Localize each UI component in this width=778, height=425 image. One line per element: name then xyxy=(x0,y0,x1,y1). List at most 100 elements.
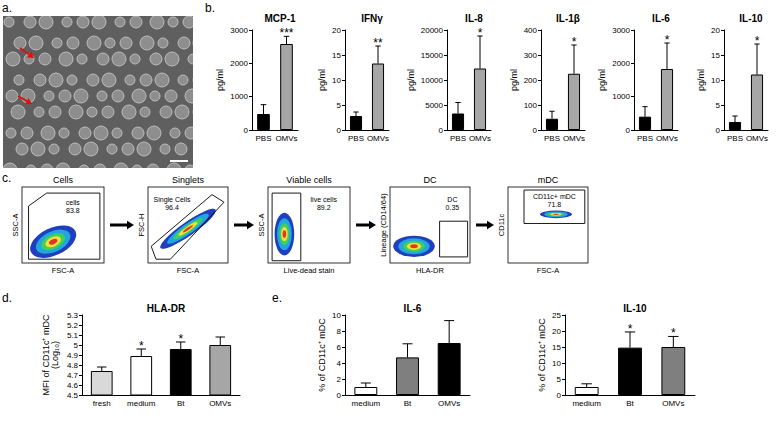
svg-text:15: 15 xyxy=(552,343,561,352)
svg-text:CD11c+ mDC: CD11c+ mDC xyxy=(533,193,576,200)
svg-text:300: 300 xyxy=(524,51,538,60)
svg-text:10: 10 xyxy=(332,311,341,320)
svg-text:*: * xyxy=(139,339,144,353)
svg-text:b.: b. xyxy=(205,1,215,15)
svg-text:20: 20 xyxy=(332,26,341,35)
svg-text:(Log₁₀): (Log₁₀) xyxy=(50,341,60,369)
svg-text:d.: d. xyxy=(2,291,12,305)
svg-text:10: 10 xyxy=(711,76,720,85)
svg-text:5.1: 5.1 xyxy=(67,331,79,340)
svg-text:0.35: 0.35 xyxy=(446,204,460,211)
svg-text:0: 0 xyxy=(439,126,444,135)
svg-text:2: 2 xyxy=(337,375,342,384)
svg-text:live cells: live cells xyxy=(311,196,338,203)
svg-text:PBS: PBS xyxy=(348,134,364,143)
svg-text:SSC-A: SSC-A xyxy=(257,214,266,237)
svg-text:71.8: 71.8 xyxy=(548,201,562,208)
svg-text:FSC-H: FSC-H xyxy=(137,214,146,237)
svg-text:FSC-A: FSC-A xyxy=(52,266,75,275)
svg-text:15: 15 xyxy=(332,51,341,60)
svg-text:c.: c. xyxy=(2,171,11,185)
svg-text:OMVs: OMVs xyxy=(367,134,389,143)
svg-text:1000: 1000 xyxy=(612,92,630,101)
svg-text:10000: 10000 xyxy=(421,76,444,85)
svg-text:0: 0 xyxy=(626,126,631,135)
svg-text:2000: 2000 xyxy=(230,59,248,68)
svg-text:4.9: 4.9 xyxy=(67,351,79,360)
svg-text:OMVs: OMVs xyxy=(438,399,460,408)
svg-text:5: 5 xyxy=(337,101,342,110)
svg-text:MCP-1: MCP-1 xyxy=(264,13,296,24)
svg-text:4.8: 4.8 xyxy=(67,361,79,370)
svg-text:Single Cells: Single Cells xyxy=(154,196,191,204)
svg-text:a.: a. xyxy=(2,1,12,15)
svg-text:4: 4 xyxy=(337,359,342,368)
svg-text:5.2: 5.2 xyxy=(67,321,79,330)
svg-text:IL-10: IL-10 xyxy=(623,303,647,314)
svg-text:*: * xyxy=(755,34,760,48)
svg-text:0: 0 xyxy=(533,126,538,135)
svg-text:IL-6: IL-6 xyxy=(404,303,422,314)
svg-text:HLA-DR: HLA-DR xyxy=(147,303,186,314)
svg-text:5000: 5000 xyxy=(425,101,443,110)
svg-text:0: 0 xyxy=(557,391,562,400)
svg-text:FSC-A: FSC-A xyxy=(537,266,560,275)
svg-text:4.5: 4.5 xyxy=(67,391,79,400)
svg-text:Bt: Bt xyxy=(177,399,185,408)
svg-text:pg/ml: pg/ml xyxy=(597,69,607,91)
svg-text:0: 0 xyxy=(337,391,342,400)
svg-text:20000: 20000 xyxy=(421,26,444,35)
svg-text:83.8: 83.8 xyxy=(66,207,80,214)
svg-text:OMVs: OMVs xyxy=(469,134,491,143)
svg-text:pg/ml: pg/ml xyxy=(696,69,706,91)
svg-text:Bt: Bt xyxy=(626,399,634,408)
svg-text:0: 0 xyxy=(337,126,342,135)
svg-text:% of CD11c⁺ mDC: % of CD11c⁺ mDC xyxy=(537,318,547,392)
svg-text:OMVs: OMVs xyxy=(656,134,678,143)
svg-text:20: 20 xyxy=(552,327,561,336)
svg-text:Bt: Bt xyxy=(404,399,412,408)
svg-text:20: 20 xyxy=(711,26,720,35)
svg-text:HLA-DR: HLA-DR xyxy=(416,266,445,275)
svg-text:100: 100 xyxy=(524,101,538,110)
svg-text:DC: DC xyxy=(424,175,437,185)
svg-text:Viable cells: Viable cells xyxy=(286,175,332,185)
svg-text:pg/ml: pg/ml xyxy=(509,69,519,91)
svg-text:IL-6: IL-6 xyxy=(652,13,670,24)
svg-text:OMVs: OMVs xyxy=(563,134,585,143)
svg-text:Lineage (CD14/64): Lineage (CD14/64) xyxy=(379,193,388,257)
svg-text:*: * xyxy=(628,322,633,336)
svg-text:pg/ml: pg/ml xyxy=(406,69,416,91)
svg-text:15000: 15000 xyxy=(421,51,444,60)
svg-text:1000: 1000 xyxy=(230,92,248,101)
svg-text:*: * xyxy=(478,26,483,40)
svg-text:medium: medium xyxy=(352,399,381,408)
svg-text:**: ** xyxy=(373,36,383,50)
svg-text:*: * xyxy=(665,33,670,47)
svg-text:10: 10 xyxy=(332,76,341,85)
svg-text:*: * xyxy=(178,332,183,346)
svg-text:IL-8: IL-8 xyxy=(465,13,483,24)
svg-text:***: *** xyxy=(279,26,293,40)
svg-text:3000: 3000 xyxy=(612,26,630,35)
svg-text:4.6: 4.6 xyxy=(67,381,79,390)
svg-text:400: 400 xyxy=(524,26,538,35)
svg-text:% of CD11c⁺ mDC: % of CD11c⁺ mDC xyxy=(317,318,327,392)
svg-text:200: 200 xyxy=(524,76,538,85)
svg-text:CD11c: CD11c xyxy=(497,214,506,237)
svg-text:0: 0 xyxy=(716,126,721,135)
svg-text:PBS: PBS xyxy=(727,134,743,143)
svg-text:3000: 3000 xyxy=(230,26,248,35)
svg-text:OMVs: OMVs xyxy=(275,134,297,143)
svg-text:fresh: fresh xyxy=(93,399,111,408)
svg-text:pg/ml: pg/ml xyxy=(215,69,225,91)
svg-text:*: * xyxy=(572,35,577,49)
svg-text:10: 10 xyxy=(552,359,561,368)
svg-text:5: 5 xyxy=(74,341,79,350)
svg-text:Singlets: Singlets xyxy=(172,175,205,185)
svg-text:FSC-A: FSC-A xyxy=(177,266,200,275)
svg-text:IL-10: IL-10 xyxy=(739,13,763,24)
svg-text:DC: DC xyxy=(447,196,457,203)
svg-text:*: * xyxy=(671,326,676,340)
svg-text:5: 5 xyxy=(716,101,721,110)
